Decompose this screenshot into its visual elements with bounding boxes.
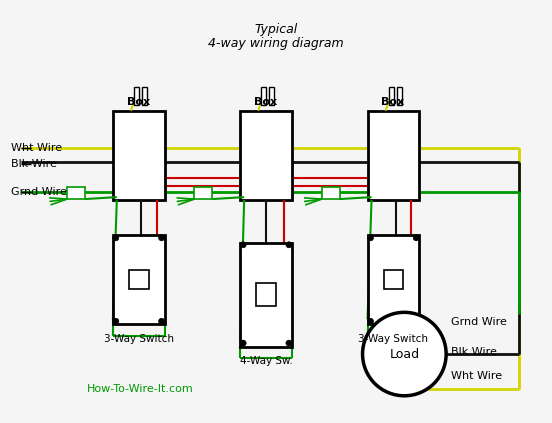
Text: 3-Way Switch: 3-Way Switch xyxy=(358,334,428,344)
Circle shape xyxy=(286,242,292,248)
Text: Wht Wire: Wht Wire xyxy=(451,371,502,381)
Text: 4-way wiring diagram: 4-way wiring diagram xyxy=(208,37,344,50)
Circle shape xyxy=(158,318,164,324)
Text: Grnd Wire: Grnd Wire xyxy=(12,187,67,197)
Circle shape xyxy=(368,318,374,324)
Text: Box: Box xyxy=(127,97,150,107)
Text: 4-Way Sw.: 4-Way Sw. xyxy=(240,356,293,366)
Bar xyxy=(384,270,404,289)
Bar xyxy=(389,87,394,105)
Bar xyxy=(142,87,147,105)
Bar xyxy=(113,235,164,324)
Text: Blk Wire: Blk Wire xyxy=(12,159,57,169)
Circle shape xyxy=(240,242,246,248)
Bar xyxy=(269,87,274,105)
Bar xyxy=(240,111,292,200)
Bar xyxy=(134,87,139,105)
Bar xyxy=(368,111,420,200)
Bar xyxy=(368,235,420,324)
Circle shape xyxy=(240,340,246,346)
Bar xyxy=(322,187,339,199)
Bar xyxy=(396,87,401,105)
Text: Blk Wire: Blk Wire xyxy=(451,347,497,357)
Bar xyxy=(261,87,266,105)
Circle shape xyxy=(363,312,446,396)
Text: Box: Box xyxy=(254,97,277,107)
Text: Wht Wire: Wht Wire xyxy=(12,143,62,154)
Circle shape xyxy=(368,235,374,241)
Text: Load: Load xyxy=(389,348,420,360)
Bar xyxy=(113,111,164,200)
Circle shape xyxy=(413,318,420,324)
Circle shape xyxy=(113,235,119,241)
Bar xyxy=(194,187,213,199)
Bar xyxy=(129,270,148,289)
Circle shape xyxy=(413,235,420,241)
Circle shape xyxy=(113,318,119,324)
Text: How-To-Wire-It.com: How-To-Wire-It.com xyxy=(87,384,194,394)
Text: Grnd Wire: Grnd Wire xyxy=(451,317,507,327)
Bar xyxy=(256,283,276,306)
Text: Box: Box xyxy=(381,97,405,107)
Circle shape xyxy=(286,340,292,346)
Bar xyxy=(240,243,292,347)
Bar xyxy=(67,187,85,199)
Circle shape xyxy=(158,235,164,241)
Text: 3-Way Switch: 3-Way Switch xyxy=(104,334,174,344)
Text: Typical: Typical xyxy=(254,23,298,36)
